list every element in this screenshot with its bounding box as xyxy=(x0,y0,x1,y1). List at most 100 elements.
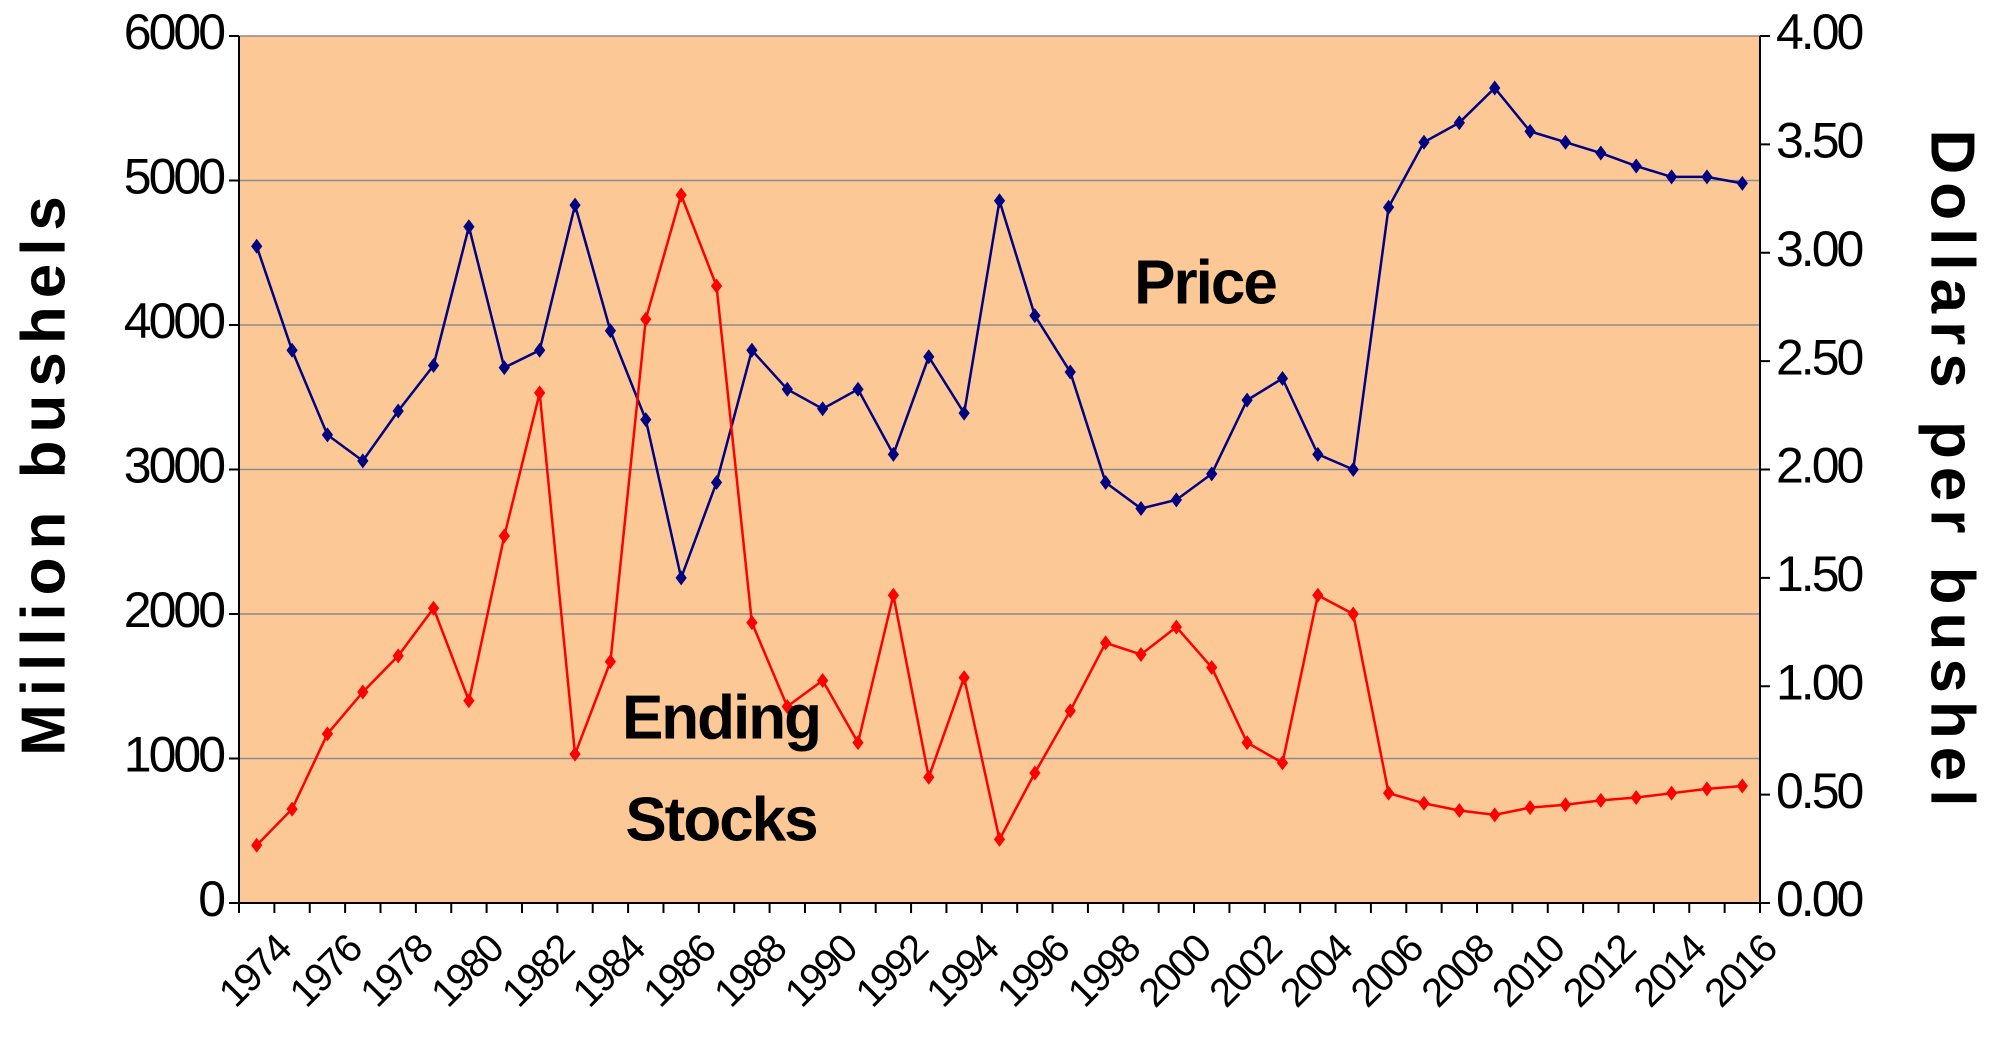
point xyxy=(569,197,581,213)
point xyxy=(286,801,298,817)
point xyxy=(357,684,369,700)
x-tick-label: 1982 xyxy=(494,927,583,1016)
y-tick-label: 4000 xyxy=(124,293,224,349)
point xyxy=(1701,169,1713,185)
point xyxy=(1029,308,1041,324)
point xyxy=(1418,134,1430,150)
y2-tick-label: 0.00 xyxy=(1776,871,1863,927)
y2-tick-label: 3.50 xyxy=(1776,113,1863,169)
y2-tick-label: 3.00 xyxy=(1776,221,1863,277)
point xyxy=(958,670,970,686)
point xyxy=(993,193,1006,209)
annotation: Stocks xyxy=(625,785,816,854)
x-tick-label: 1980 xyxy=(423,927,512,1016)
point xyxy=(887,587,900,603)
x-tick-label: 1992 xyxy=(847,927,936,1016)
point xyxy=(1064,703,1076,719)
point xyxy=(427,600,440,616)
y2-tick-label: 4.00 xyxy=(1776,4,1863,60)
point xyxy=(534,385,546,401)
point xyxy=(1524,800,1536,816)
point xyxy=(463,693,475,709)
point xyxy=(498,528,510,544)
point xyxy=(675,570,687,586)
point xyxy=(1099,475,1112,491)
y2-axis-title: Dollars per bushel xyxy=(1918,130,1987,815)
point xyxy=(993,831,1006,847)
point xyxy=(534,342,546,358)
x-tick-label: 1994 xyxy=(918,926,1008,1016)
point xyxy=(1347,606,1359,622)
point xyxy=(1701,781,1713,797)
point xyxy=(1029,765,1041,781)
point xyxy=(1418,795,1430,811)
point xyxy=(1630,790,1642,806)
point xyxy=(710,278,723,294)
point xyxy=(1453,115,1465,131)
point xyxy=(498,360,510,376)
point xyxy=(1206,466,1218,482)
point xyxy=(1630,158,1642,174)
x-tick-label: 1984 xyxy=(564,926,654,1016)
y2-tick-label: 0.50 xyxy=(1776,763,1863,819)
x-tick-label: 2012 xyxy=(1555,927,1644,1016)
y-tick-label: 6000 xyxy=(124,4,224,60)
y-axis-title: Million bushels xyxy=(9,188,78,756)
point xyxy=(852,735,864,751)
point xyxy=(1135,501,1147,517)
point xyxy=(1170,492,1182,508)
point xyxy=(1241,735,1253,751)
y-tick-label: 0 xyxy=(198,871,224,927)
x-tick-label: 2010 xyxy=(1484,927,1573,1016)
point xyxy=(463,219,475,235)
y2-tick-label: 2.00 xyxy=(1776,438,1863,494)
y-tick-label: 1000 xyxy=(124,727,224,783)
point xyxy=(1665,169,1678,185)
point xyxy=(1241,392,1253,408)
x-tick-label: 2004 xyxy=(1272,926,1362,1016)
point xyxy=(710,475,723,491)
point xyxy=(781,381,793,397)
point xyxy=(852,381,864,397)
point xyxy=(1382,785,1395,801)
point xyxy=(1736,175,1748,191)
point xyxy=(1206,659,1218,675)
point xyxy=(923,349,935,365)
point xyxy=(321,427,334,443)
point xyxy=(817,672,829,688)
point xyxy=(746,342,758,358)
point xyxy=(286,342,298,358)
x-tick-label: 1990 xyxy=(777,927,866,1016)
x-tick-label: 2016 xyxy=(1696,927,1785,1016)
point xyxy=(1276,755,1289,771)
point xyxy=(1453,803,1465,819)
point xyxy=(1559,797,1572,813)
point xyxy=(1312,446,1324,462)
x-tick-label: 2002 xyxy=(1201,927,1290,1016)
point xyxy=(1595,145,1607,161)
point xyxy=(1524,123,1536,139)
x-tick-label: 2014 xyxy=(1626,926,1716,1016)
annotation: Ending xyxy=(622,683,820,752)
point xyxy=(1135,646,1147,662)
x-tick-label: 1986 xyxy=(635,927,724,1016)
point xyxy=(1489,80,1501,96)
x-tick-label: 2006 xyxy=(1343,927,1432,1016)
point xyxy=(251,837,263,853)
point xyxy=(1382,199,1395,215)
point xyxy=(1665,785,1678,801)
x-tick-label: 1978 xyxy=(352,927,441,1016)
point xyxy=(604,323,617,339)
point xyxy=(887,446,900,462)
annotation: Price xyxy=(1134,248,1276,317)
point xyxy=(1099,635,1112,651)
y2-tick-label: 2.50 xyxy=(1776,329,1863,385)
point xyxy=(640,311,652,327)
point xyxy=(1064,364,1076,380)
point xyxy=(604,654,617,670)
y-tick-label: 3000 xyxy=(124,438,224,494)
y2-tick-label: 1.50 xyxy=(1776,546,1863,602)
point xyxy=(392,403,404,419)
y-tick-label: 5000 xyxy=(124,149,224,205)
